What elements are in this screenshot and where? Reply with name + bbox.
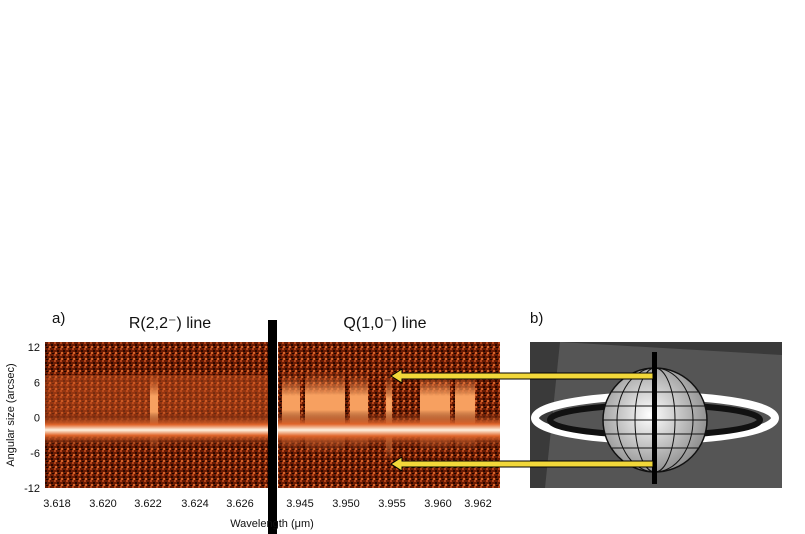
y-tick-label: -6 bbox=[30, 448, 40, 460]
x-tick-label: 3.626 bbox=[226, 498, 254, 510]
panel-label: b) bbox=[530, 310, 543, 327]
left-spectrum bbox=[45, 342, 268, 488]
x-tick-label: 3.945 bbox=[286, 498, 314, 510]
left-title: R(2,2⁻) line bbox=[129, 315, 211, 332]
arrows bbox=[390, 368, 654, 472]
x-tick-label: 3.620 bbox=[89, 498, 117, 510]
x-tick-label: 3.960 bbox=[424, 498, 452, 510]
divider bbox=[268, 320, 277, 534]
right-x-ticks: 3.945 3.950 3.955 3.960 3.962 bbox=[286, 498, 492, 510]
y-axis-label: Angular size (arcsec) bbox=[5, 363, 17, 466]
y-ticks: 12 6 0 -6 -12 bbox=[24, 342, 40, 495]
y-tick-label: 12 bbox=[28, 342, 40, 354]
left-x-ticks: 3.618 3.620 3.622 3.624 3.626 bbox=[43, 498, 254, 510]
x-tick-label: 3.624 bbox=[181, 498, 209, 510]
x-tick-label: 3.950 bbox=[332, 498, 360, 510]
x-axis-label: Wavelength (μm) bbox=[230, 518, 314, 530]
right-spectrum bbox=[278, 342, 500, 488]
x-tick-label: 3.955 bbox=[378, 498, 406, 510]
y-tick-label: 6 bbox=[34, 377, 40, 389]
y-tick-label: 0 bbox=[34, 413, 40, 425]
right-title: Q(1,0⁻) line bbox=[343, 315, 426, 332]
x-tick-label: 3.962 bbox=[464, 498, 492, 510]
x-tick-label: 3.618 bbox=[43, 498, 71, 510]
panel-label: a) bbox=[52, 310, 65, 327]
y-tick-label: -12 bbox=[24, 483, 40, 495]
x-tick-label: 3.622 bbox=[134, 498, 162, 510]
